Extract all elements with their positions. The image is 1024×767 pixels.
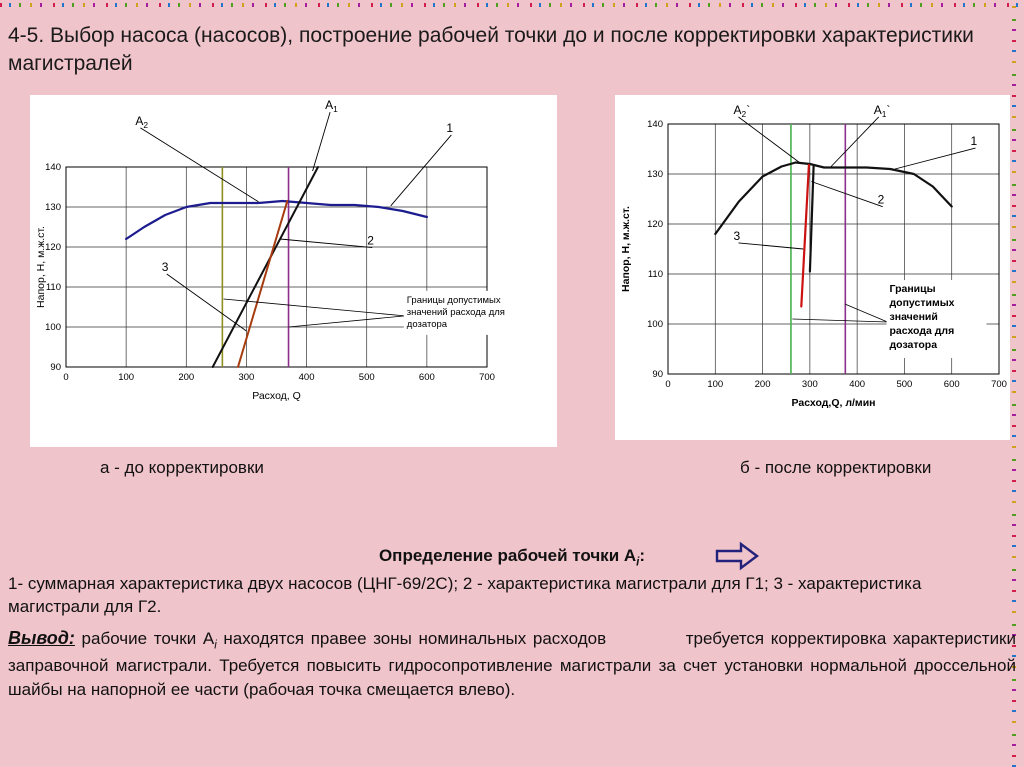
- callout-label: 1: [971, 134, 978, 148]
- callout-leader: [811, 181, 883, 208]
- callout-leader: [166, 273, 247, 332]
- callout-leader: [280, 238, 373, 249]
- decorative-speckles-top: [0, 3, 1024, 7]
- annotation-text: Границы допустимых: [407, 295, 501, 306]
- annotation-background: [886, 280, 987, 359]
- heading-text: Определение рабочей точки А: [378, 546, 637, 565]
- callout-leader: [830, 116, 880, 167]
- y-tick-label: 140: [647, 119, 663, 130]
- annotation-text: значений: [890, 311, 938, 323]
- annotation-leader: [288, 315, 405, 328]
- callout-leader: [894, 147, 976, 170]
- y-tick-label: 100: [45, 322, 61, 333]
- annotation-text: расхода для: [890, 325, 955, 337]
- callout-leader: [738, 242, 804, 250]
- conclusion-subscript: i: [214, 639, 217, 652]
- annotation-text: значений расхода для: [407, 307, 505, 318]
- x-tick-label: 400: [849, 379, 865, 390]
- x-tick-label: 300: [802, 379, 818, 390]
- plot-border: [667, 123, 1000, 375]
- slide-title: 4-5. Выбор насоса (насосов), построение …: [8, 24, 974, 76]
- x-axis-label: Расход, Q: [252, 390, 301, 402]
- y-axis-label: Напор, Н, м.ж.ст.: [620, 206, 632, 292]
- y-tick-label: 140: [45, 162, 61, 173]
- x-tick-label: 600: [944, 379, 960, 390]
- heading-subscript: i: [636, 556, 640, 569]
- callout-leader: [140, 127, 259, 203]
- x-tick-label: 500: [896, 379, 912, 390]
- series-line: [237, 200, 289, 368]
- callout-label: 3: [734, 229, 741, 243]
- conclusion-label: Вывод:: [8, 628, 75, 648]
- callout-leader: [738, 116, 800, 163]
- callout-label: А2`: [734, 103, 751, 119]
- y-tick-label: 130: [647, 169, 663, 180]
- callout-label: А1: [325, 98, 338, 114]
- series-line: [211, 166, 319, 368]
- caption-before: а - до корректировки: [100, 458, 264, 477]
- series-line: [714, 161, 953, 236]
- annotation-text: допустимых: [890, 297, 955, 309]
- callout-label: 2: [878, 193, 885, 207]
- working-point-heading: Определение рабочей точки Аi:: [0, 546, 1024, 568]
- chart-after-correction: 0 100 200 300 400 500 600 700 90 100 110 120 130 140 Р…: [615, 95, 1010, 440]
- x-tick-label: 0: [63, 372, 68, 383]
- conclusion-text-pre: рабочие точки А: [74, 629, 215, 648]
- y-tick-label: 120: [45, 242, 61, 253]
- x-tick-label: 400: [299, 372, 315, 383]
- x-tick-label: 500: [359, 372, 375, 383]
- y-tick-label: 110: [648, 269, 663, 280]
- y-tick-label: 100: [647, 319, 663, 330]
- y-tick-label: 110: [46, 282, 61, 293]
- annotation-leader: [844, 303, 888, 323]
- chart-after-correction-svg: 0 100 200 300 400 500 600 700 90 100 110 120 130 140 Р…: [620, 103, 1007, 409]
- series-line: [800, 163, 810, 308]
- annotation-text: Границы: [890, 283, 936, 295]
- x-tick-label: 200: [755, 379, 771, 390]
- x-tick-label: 100: [707, 379, 723, 390]
- annotation-leader: [792, 318, 888, 323]
- callout-label: А2: [135, 114, 148, 130]
- right-arrow-icon: [715, 541, 759, 571]
- heading-colon: :: [639, 546, 646, 565]
- plot-border: [65, 166, 488, 368]
- annotation-background: [403, 290, 504, 335]
- conclusion-paragraph: Вывод: рабочие точки Аi находятся правее…: [8, 626, 1016, 702]
- series-line: [808, 165, 815, 273]
- callout-label: А1`: [874, 103, 891, 119]
- x-axis-label: Расход,Q, л/мин: [792, 397, 876, 409]
- y-tick-label: 90: [652, 369, 663, 380]
- x-tick-label: 300: [238, 372, 254, 383]
- caption-after: б - после корректировки: [740, 458, 932, 477]
- annotation-leader: [223, 298, 405, 317]
- chart-before-correction: 0 100 200 300 400 500 600 700 90 100 110 120 130 140 Р…: [30, 95, 557, 447]
- callout-leader: [312, 111, 331, 172]
- callout-label: 3: [162, 260, 169, 274]
- x-tick-label: 0: [665, 379, 670, 390]
- conclusion-text-post: находятся правее зоны номинальных расход…: [8, 629, 1016, 699]
- x-tick-label: 100: [118, 372, 134, 383]
- chart-before-correction-svg: 0 100 200 300 400 500 600 700 90 100 110 120 130 140 Р…: [35, 98, 505, 402]
- x-tick-label: 700: [479, 372, 495, 383]
- y-axis-label: Напор, Н, м.ж.ст.: [35, 226, 47, 308]
- annotation-text: дозатора: [407, 319, 448, 330]
- y-tick-label: 90: [50, 362, 61, 373]
- series-line: [124, 199, 428, 241]
- callout-label: 2: [367, 234, 374, 248]
- series-legend-text: 1- суммарная характеристика двух насосов…: [8, 574, 922, 616]
- annotation-text: дозатора: [890, 339, 938, 351]
- callout-label: 1: [446, 121, 453, 135]
- x-tick-label: 600: [419, 372, 435, 383]
- callout-leader: [390, 134, 452, 207]
- y-tick-label: 130: [45, 202, 61, 213]
- x-tick-label: 700: [991, 379, 1007, 390]
- x-tick-label: 200: [178, 372, 194, 383]
- y-tick-label: 120: [647, 219, 663, 230]
